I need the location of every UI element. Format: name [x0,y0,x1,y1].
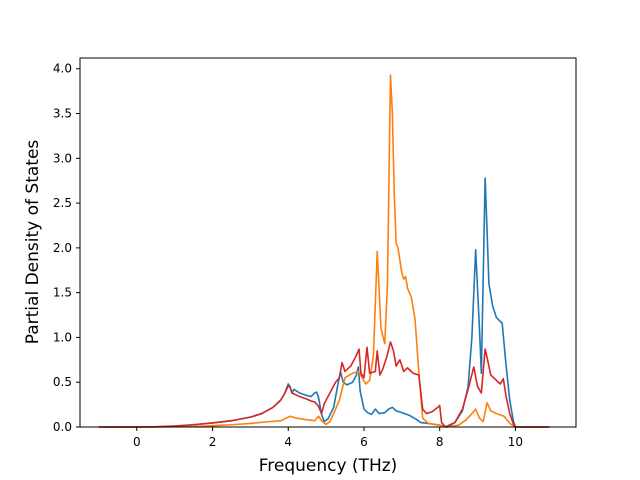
series-line-2 [98,74,550,428]
y-tick-label: 4.0 [53,62,72,76]
y-tick-label: 3.0 [53,151,72,165]
y-tick-label: 2.0 [53,241,72,255]
y-tick-label: 3.5 [53,107,72,121]
x-tick-label: 8 [436,435,444,449]
series-line-3 [98,341,550,428]
x-tick-label: 4 [284,435,292,449]
x-tick-label: 6 [360,435,368,449]
series-layer [98,74,550,428]
plot-frame [79,57,577,428]
y-tick-label: 2.5 [53,196,72,210]
y-tick-label: 1.5 [53,286,72,300]
x-tick-label: 2 [209,435,217,449]
y-axis-title: Partial Density of States [23,140,43,345]
y-tick-label: 1.0 [53,330,72,344]
x-tick-label: 10 [508,435,523,449]
y-tick-label: 0.5 [53,375,72,389]
y-tick-label: 0.0 [53,420,72,434]
y-axis: 0.0 0.5 1.0 1.5 2.0 2.5 3.0 3.5 4.0 [53,62,80,434]
x-axis: 0 2 4 6 8 10 [133,427,523,449]
x-axis-title: Frequency (THz) [259,456,398,476]
x-tick-label: 0 [133,435,141,449]
